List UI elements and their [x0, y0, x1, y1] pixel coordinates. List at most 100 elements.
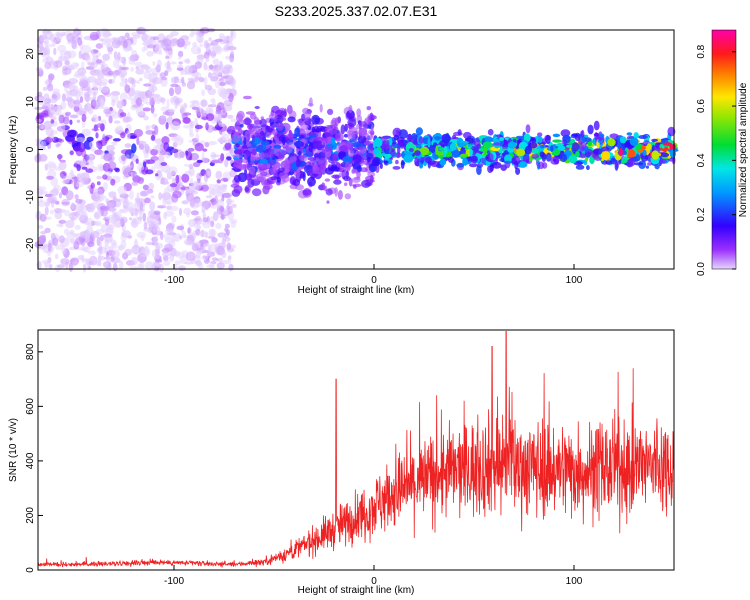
- spectrogram-cell: [81, 75, 87, 79]
- spectrogram-cell: [245, 129, 254, 139]
- spectrogram-cell: [37, 42, 44, 49]
- spectrogram-cell: [504, 154, 513, 163]
- spectrogram-cell: [152, 77, 163, 85]
- spectrogram-cell: [114, 168, 120, 173]
- snr-x-label: Height of straight line (km): [298, 585, 415, 596]
- spectrogram-cell: [115, 111, 119, 115]
- snr-frame: [37, 329, 675, 571]
- spectrogram-cell: [633, 162, 644, 166]
- spectrogram-cell: [129, 189, 134, 200]
- spectrogram-cell: [162, 198, 167, 208]
- spectrogram-cell: [654, 163, 660, 170]
- spectrogram-cell: [149, 201, 156, 211]
- spectrogram-cell: [136, 192, 140, 202]
- spectrogram-cell: [210, 50, 217, 59]
- spectrogram-cell: [223, 64, 233, 70]
- spectrogram-cell: [48, 75, 53, 84]
- spectrogram-cell: [165, 200, 171, 205]
- spectrogram-cell: [229, 78, 236, 86]
- spectrogram-cell: [96, 246, 107, 255]
- spectrogram-cell: [107, 224, 115, 231]
- spectrogram-cell: [202, 217, 209, 223]
- spectrogram-cell: [86, 136, 94, 142]
- spectrogram-cell: [104, 239, 109, 247]
- spectrogram-cell: [219, 137, 224, 145]
- spectrogram-cell: [112, 138, 121, 142]
- spectrogram-cell: [43, 93, 50, 101]
- tick-label: 800: [25, 343, 36, 360]
- spectrogram-cell: [169, 38, 179, 47]
- spectrogram-cell: [153, 235, 159, 245]
- spectrogram-cell: [330, 166, 340, 172]
- spectrogram-cell: [411, 133, 418, 141]
- spectrogram-cell: [37, 200, 47, 208]
- spectrogram-cell: [143, 83, 152, 87]
- spectrogram-cell: [384, 150, 390, 155]
- spectrogram-cell: [218, 263, 225, 269]
- spectrogram-cell: [262, 145, 267, 151]
- spectrogram-cell: [79, 96, 84, 103]
- spectrogram-cell: [325, 127, 332, 131]
- spectrogram-cell: [629, 137, 639, 146]
- spectrogram-cell: [131, 181, 138, 186]
- spectrogram-cell: [304, 110, 311, 120]
- spectrogram-cell: [244, 186, 250, 193]
- spectrogram-cell: [81, 113, 87, 123]
- spectrogram-cell: [89, 231, 100, 239]
- spectrogram-cell: [213, 65, 219, 69]
- spectrogram-cell: [487, 128, 494, 136]
- spectrogram-cell: [37, 96, 46, 106]
- snr-panel: -100 0 100 0 200 400 600 800 Height of straigh…: [8, 329, 675, 596]
- spectrogram-cell: [146, 44, 157, 49]
- spectrogram-cell: [110, 178, 116, 186]
- spectrogram-cell: [408, 148, 414, 152]
- spectrogram-cell: [139, 201, 144, 211]
- spectrogram-cell: [139, 77, 143, 82]
- spectrogram-cell: [224, 136, 231, 144]
- spectrogram-cell: [265, 132, 271, 139]
- spectrogram-cell: [190, 120, 195, 129]
- spectrogram-cell: [385, 146, 389, 150]
- spectrogram-cell: [197, 221, 201, 230]
- spectrogram-cell: [100, 64, 107, 70]
- spectrogram-cell: [146, 39, 157, 44]
- spectrogram-cell: [154, 138, 164, 144]
- spectrogram-cell: [196, 34, 204, 44]
- spectrogram-cell: [73, 73, 83, 78]
- spectrogram-cell: [196, 172, 202, 181]
- spectrogram-cell: [364, 140, 371, 145]
- spectrogram-cell: [56, 223, 64, 227]
- spectrogram-cell: [135, 80, 141, 84]
- spectrogram-cell: [439, 158, 447, 166]
- spectrogram-cell: [148, 210, 154, 214]
- spectrogram-cell: [118, 198, 128, 202]
- spectrogram-cell: [47, 242, 52, 252]
- spectrogram-cell: [213, 45, 223, 55]
- spectrogram-cell: [266, 163, 271, 169]
- spectrogram-cell: [204, 141, 210, 148]
- spectrogram-cell: [499, 137, 505, 141]
- spectrogram-cell: [260, 164, 267, 169]
- spectrogram-cell: [61, 93, 67, 102]
- spectrogram-x-label: Height of straight line (km): [298, 285, 415, 296]
- spectrogram-cell: [105, 218, 110, 226]
- spectrogram-cell: [181, 230, 187, 239]
- spectrogram-cell: [182, 124, 192, 129]
- spectrogram-cell: [52, 88, 60, 94]
- snr-series-line: [38, 330, 674, 568]
- spectrogram-cell: [170, 121, 181, 131]
- spectrogram-cell: [161, 252, 171, 257]
- spectrogram-cell: [233, 185, 243, 194]
- spectrogram-cell: [295, 158, 301, 168]
- spectrogram-cell: [200, 249, 206, 253]
- spectrogram-cell: [601, 146, 610, 152]
- spectrogram-cell: [160, 181, 170, 185]
- spectrogram-cell: [324, 145, 330, 153]
- spectrogram-cell: [332, 153, 338, 162]
- spectrogram-cell: [259, 177, 265, 181]
- spectrogram-cell: [344, 182, 348, 186]
- spectrogram-cell: [164, 243, 173, 252]
- spectrogram-cell: [111, 114, 120, 119]
- spectrogram-cell: [300, 141, 305, 147]
- spectrogram-cell: [80, 158, 86, 167]
